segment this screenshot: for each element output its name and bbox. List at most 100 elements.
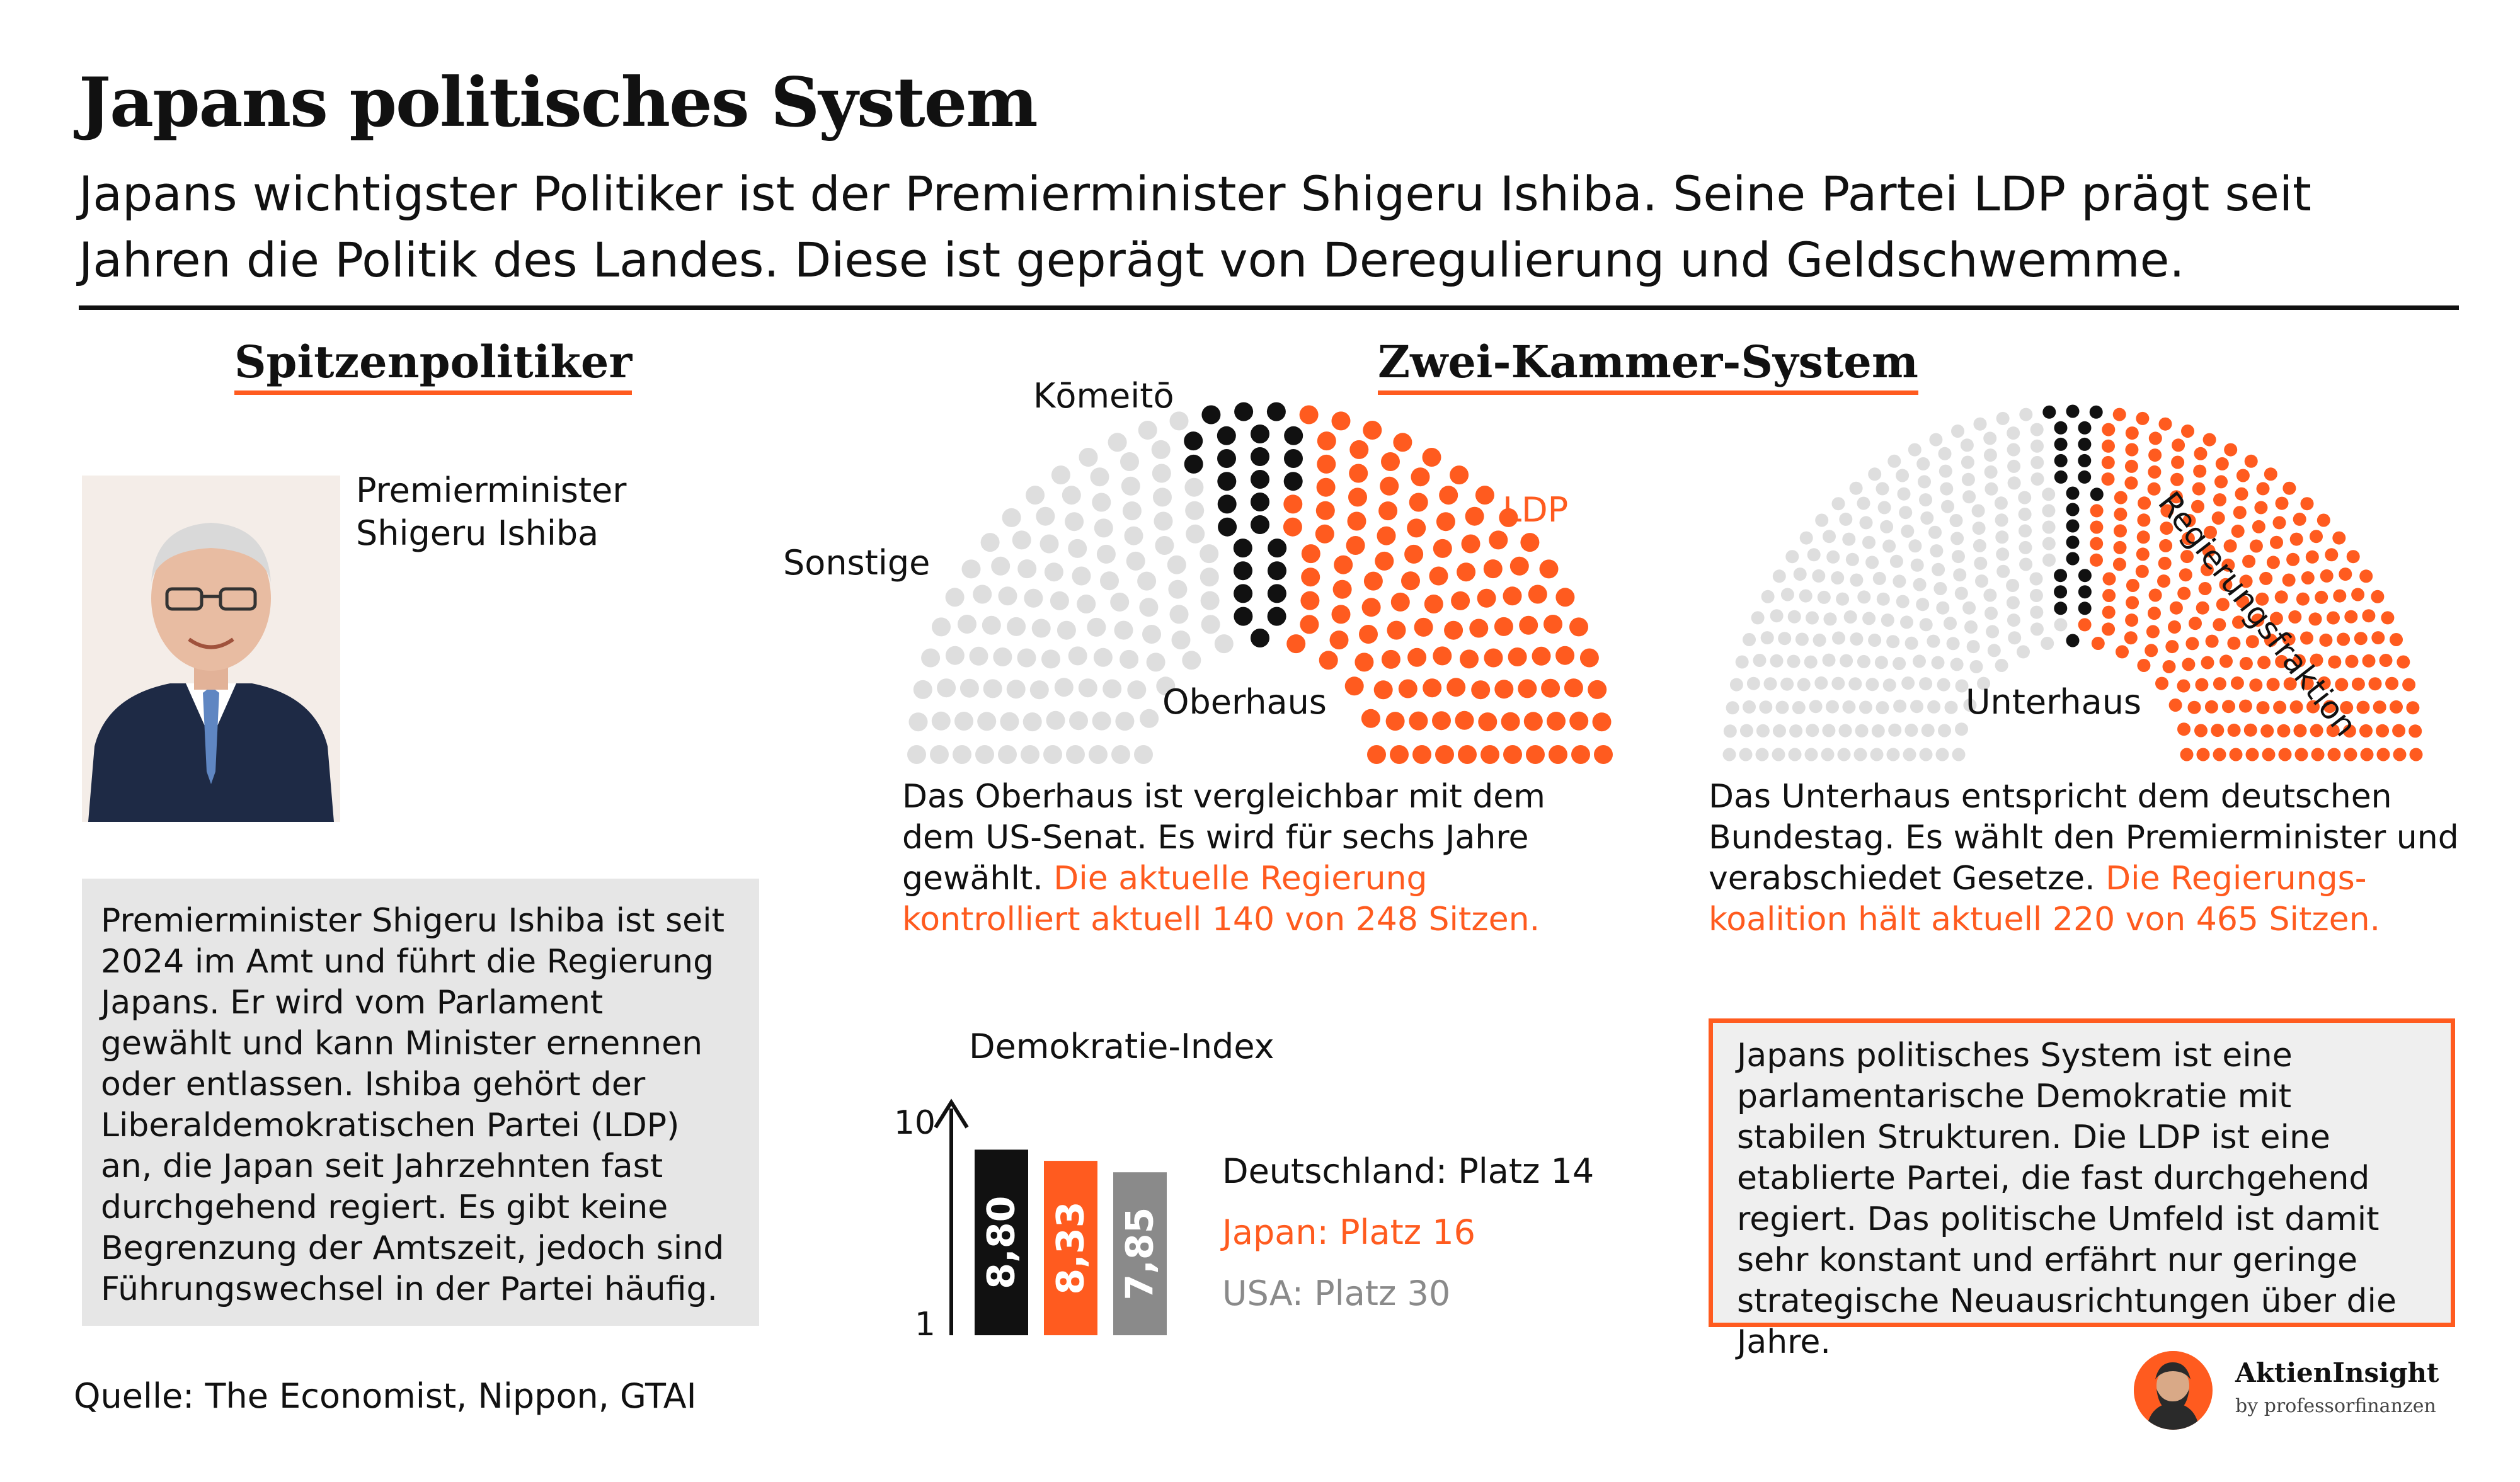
seat-sonstige bbox=[1153, 487, 1172, 507]
seat-sonstige bbox=[1012, 530, 1031, 550]
seat-sonstige bbox=[1913, 578, 1927, 591]
seat-sonstige bbox=[1792, 701, 1806, 714]
seat-regierungsfraktion bbox=[2116, 645, 2129, 659]
seat-sonstige bbox=[1826, 550, 1840, 564]
seat-sonstige bbox=[1936, 601, 1950, 615]
seat-sonstige bbox=[1723, 724, 1737, 738]
seat-sonstige bbox=[980, 533, 1000, 552]
seat-regierungsfraktion bbox=[2204, 525, 2217, 539]
seat-kōmeitō bbox=[2066, 634, 2080, 647]
seat-sonstige bbox=[1910, 558, 1924, 572]
seat-regierungsfraktion bbox=[2194, 724, 2208, 738]
seat-sonstige bbox=[1743, 633, 1756, 646]
seat-regierungsfraktion bbox=[2126, 596, 2139, 610]
seat-sonstige bbox=[1962, 490, 1976, 504]
seat-sonstige bbox=[1961, 472, 1975, 486]
seat-sonstige bbox=[1908, 443, 1922, 457]
seat-sonstige bbox=[1927, 634, 1940, 648]
seat-kōmeitō bbox=[2054, 569, 2068, 583]
seat-regierungsfraktion bbox=[2288, 610, 2302, 624]
seat-sonstige bbox=[1090, 467, 1109, 487]
seat-ldp bbox=[1519, 615, 1538, 635]
seat-kōmeitō bbox=[1251, 470, 1269, 489]
seat-sonstige bbox=[1940, 482, 1954, 496]
bar-japan bbox=[1044, 1161, 1097, 1335]
seat-ldp bbox=[1489, 530, 1508, 550]
legend-usa: USA: Platz 30 bbox=[1222, 1274, 1451, 1313]
seat-sonstige bbox=[1931, 656, 1945, 670]
seat-sonstige bbox=[1893, 657, 1906, 670]
seat-sonstige bbox=[1908, 539, 1922, 553]
seat-regierungsfraktion bbox=[2251, 613, 2265, 627]
section-heading-zwei-kammer-system: Zwei-Kammer-System bbox=[1378, 334, 1918, 395]
seat-ldp bbox=[1409, 493, 1428, 512]
seat-ldp bbox=[1475, 486, 1494, 505]
seat-sonstige bbox=[1935, 748, 1949, 761]
seat-regierungsfraktion bbox=[2219, 578, 2233, 591]
seat-regierungsfraktion bbox=[2125, 426, 2139, 440]
seat-sonstige bbox=[1865, 678, 1879, 692]
seat-sonstige bbox=[1859, 516, 1873, 530]
seat-ldp bbox=[1317, 454, 1336, 474]
seat-regierungsfraktion bbox=[2259, 571, 2273, 585]
seat-sonstige bbox=[1839, 512, 1853, 526]
seat-ldp bbox=[1435, 745, 1454, 764]
seat-sonstige bbox=[1186, 524, 1205, 544]
seat-regierungsfraktion bbox=[2102, 572, 2116, 586]
seat-ldp bbox=[1361, 709, 1380, 728]
seat-regierungsfraktion bbox=[2368, 677, 2382, 691]
seat-sonstige bbox=[1756, 724, 1770, 738]
seat-sonstige bbox=[1021, 745, 1040, 764]
summary-box: Japans politisches System ist eine parla… bbox=[1709, 1018, 2455, 1361]
seat-ldp bbox=[1429, 566, 1448, 586]
seat-sonstige bbox=[1994, 496, 2008, 510]
seat-sonstige bbox=[1068, 646, 1087, 666]
seat-sonstige bbox=[2017, 645, 2030, 659]
seat-sonstige bbox=[1111, 745, 1130, 764]
seat-regierungsfraktion bbox=[2078, 618, 2092, 632]
seat-sonstige bbox=[1735, 655, 1749, 669]
seat-sonstige bbox=[1114, 620, 1133, 640]
seat-regierungsfraktion bbox=[2227, 636, 2241, 650]
seat-regierungsfraktion bbox=[2317, 676, 2331, 690]
seat-sonstige bbox=[1743, 700, 1756, 714]
seat-regierungsfraktion bbox=[2282, 632, 2296, 646]
seat-regierungsfraktion bbox=[2371, 631, 2385, 645]
seat-regierungsfraktion bbox=[2244, 454, 2258, 468]
seat-sonstige bbox=[1939, 464, 1952, 478]
seat-regierungsfraktion bbox=[2162, 660, 2176, 673]
seat-sonstige bbox=[1168, 579, 1188, 599]
seat-sonstige bbox=[1031, 618, 1051, 638]
seat-sonstige bbox=[1770, 609, 1784, 623]
seat-sonstige bbox=[913, 680, 932, 699]
seat-regierungsfraktion bbox=[2325, 548, 2339, 562]
seat-regierungsfraktion bbox=[2264, 467, 2277, 481]
seat-regierungsfraktion bbox=[2137, 513, 2151, 527]
seat-sonstige bbox=[1122, 501, 1142, 521]
label-sonstige: Sonstige bbox=[783, 543, 931, 583]
seat-sonstige bbox=[1763, 677, 1777, 691]
seat-sonstige bbox=[1822, 724, 1836, 738]
seat-sonstige bbox=[1870, 748, 1884, 761]
bar-value-label: 8,33 bbox=[1049, 1202, 1093, 1295]
seat-sonstige bbox=[1960, 438, 1974, 452]
seat-regierungsfraktion bbox=[2148, 431, 2162, 445]
seat-kōmeitō bbox=[2054, 421, 2068, 435]
seat-regierungsfraktion bbox=[2381, 611, 2395, 625]
seat-ldp bbox=[1301, 567, 1320, 587]
seat-regierungsfraktion bbox=[2101, 455, 2115, 469]
seat-sonstige bbox=[1780, 677, 1794, 691]
seat-sonstige bbox=[1877, 501, 1891, 515]
seat-kōmeitō bbox=[2066, 404, 2080, 418]
seat-sonstige bbox=[1823, 530, 1836, 544]
seat-kōmeitō bbox=[2089, 405, 2103, 419]
seat-kōmeitō bbox=[2054, 601, 2068, 615]
seat-ldp bbox=[1299, 405, 1319, 425]
seat-regierungsfraktion bbox=[2204, 700, 2218, 714]
seat-regierungsfraktion bbox=[2177, 679, 2191, 693]
seat-sonstige bbox=[1953, 568, 1967, 582]
seat-sonstige bbox=[1962, 601, 1976, 615]
seat-sonstige bbox=[2042, 553, 2056, 567]
seat-sonstige bbox=[1200, 544, 1219, 564]
seat-regierungsfraktion bbox=[2245, 748, 2259, 761]
